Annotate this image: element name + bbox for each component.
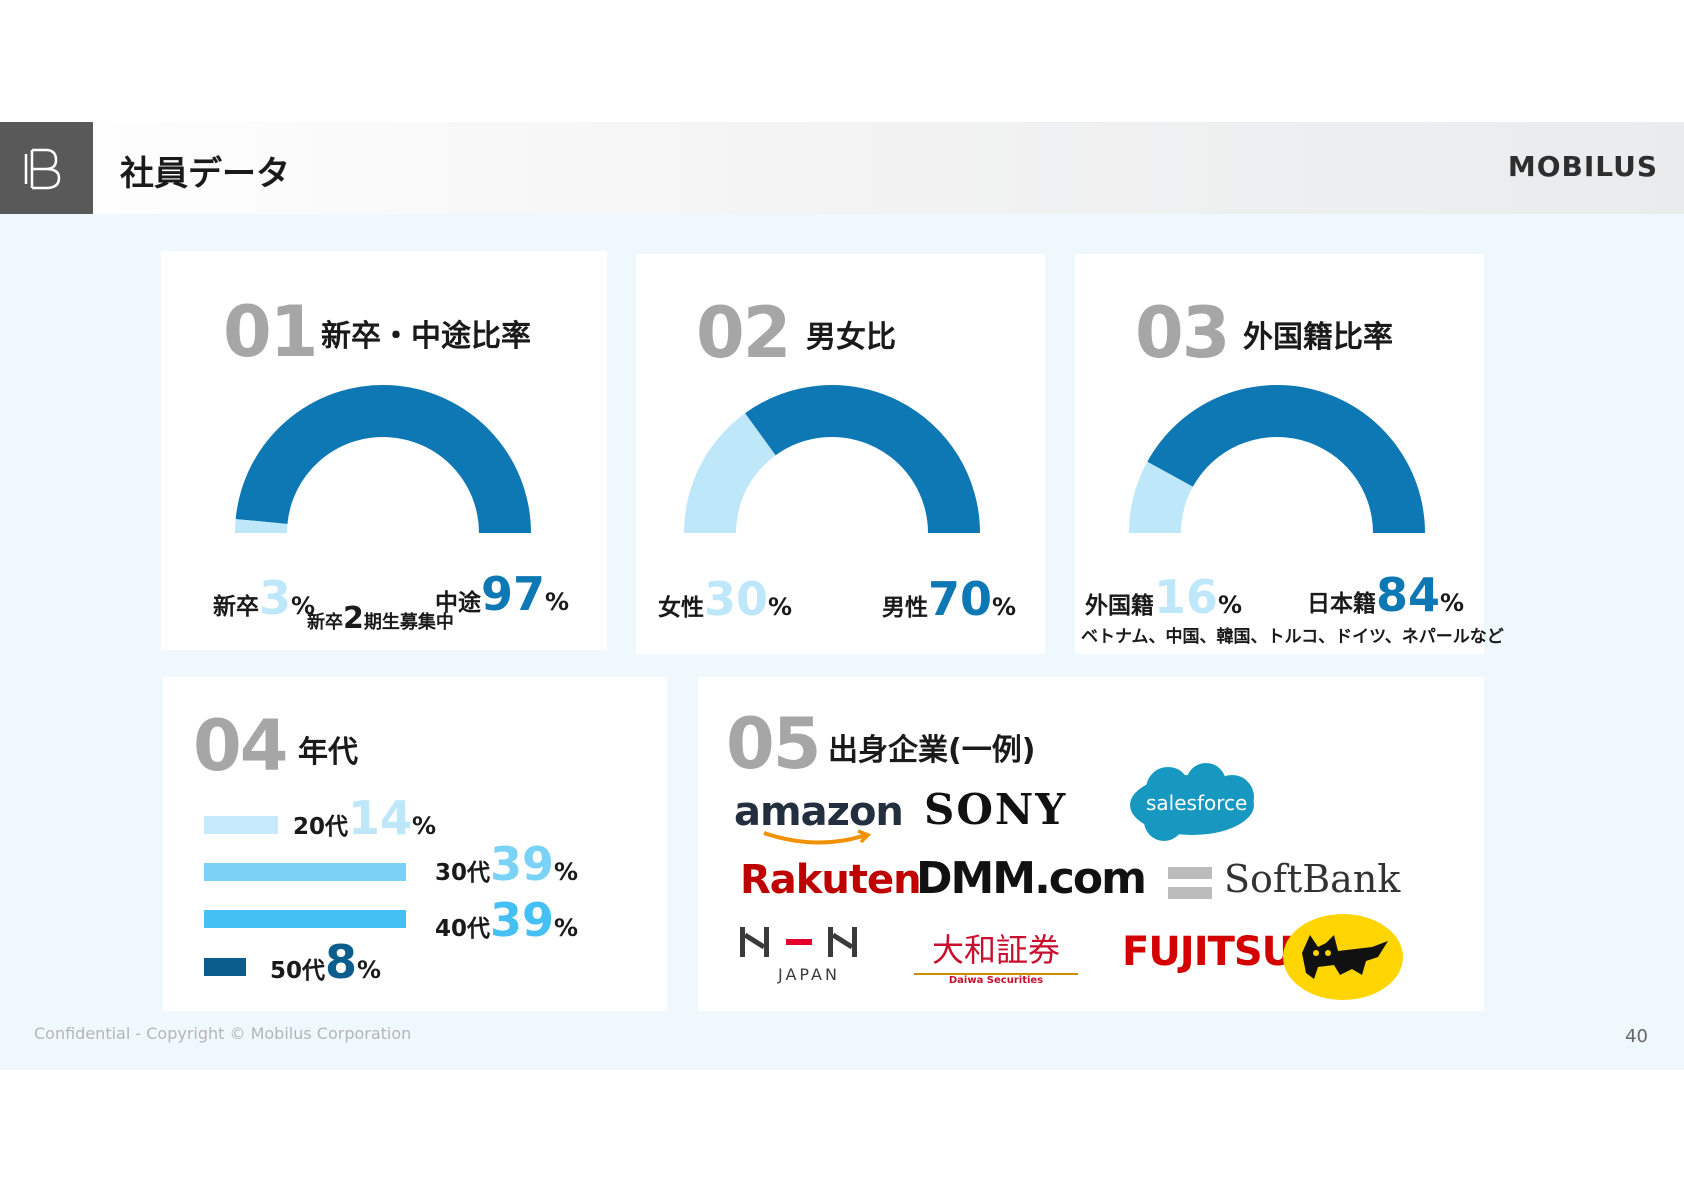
card-age-groups: 04 年代 20代14% 30代39% 40代39% 50代8%: [163, 677, 667, 1011]
arc-male: [745, 385, 980, 533]
fujitsu-logo: FUJITSU: [1122, 929, 1294, 975]
yamato-cat-logo: [1282, 913, 1404, 1005]
card-title: 新卒・中途比率: [321, 319, 531, 354]
foreign-label: 外国籍16%: [1085, 570, 1243, 624]
arc-japanese: [1147, 384, 1425, 533]
card-title: 年代: [298, 735, 358, 770]
bar-20s: [204, 816, 278, 834]
half-donut-chart: [235, 385, 531, 533]
new-grad-label: 新卒3%: [213, 571, 316, 625]
bar-50s: [204, 958, 246, 976]
card-number: 03: [1135, 292, 1230, 374]
sony-logo: SONY: [924, 785, 1068, 834]
japanese-label: 日本籍84%: [1307, 568, 1465, 622]
page-number: 40: [1625, 1026, 1648, 1047]
age-20s-label: 20代14%: [293, 791, 437, 845]
brand-logo: MOBILUS: [1507, 150, 1658, 183]
arc-female: [684, 413, 776, 533]
age-30s-label: 30代39%: [435, 837, 579, 891]
arc-foreign: [1129, 461, 1193, 533]
half-donut-chart: [1129, 384, 1425, 533]
card-title: 外国籍比率: [1243, 320, 1393, 355]
arc-mid-career: [235, 385, 531, 533]
nhn-logo: JAPAN: [738, 925, 888, 987]
card-number: 02: [696, 292, 791, 374]
arc-new-grad: [235, 519, 288, 533]
age-50s-label: 50代8%: [270, 935, 382, 989]
card-title: 出身企業(一例): [828, 733, 1036, 768]
dmm-logo: DMM.com: [916, 853, 1147, 904]
card-foreign-ratio: 03 外国籍比率 外国籍16% 日本籍84% ベトナム、中国、韓国、トルコ、ドイ…: [1075, 254, 1504, 654]
age-40s-label: 40代39%: [435, 893, 579, 947]
card-number: 04: [193, 705, 288, 787]
page-title: 社員データ: [120, 154, 290, 194]
card-former-companies: 05 出身企業(一例) amazon SONY salesforce Rakut…: [698, 677, 1484, 1011]
female-label: 女性30%: [658, 572, 793, 626]
rakuten-logo: Rakuten: [740, 857, 922, 903]
bar-30s: [204, 863, 406, 881]
mid-career-label: 中途97%: [435, 567, 570, 621]
b-logo-icon: [0, 122, 93, 214]
nationality-note: ベトナム、中国、韓国、トルコ、ドイツ、ネパールなど: [1081, 627, 1504, 647]
daiwa-logo: 大和証券 Daiwa Securities: [914, 925, 1078, 986]
card-gender-ratio: 02 男女比 女性30% 男性70%: [636, 254, 1045, 654]
recruiting-note: 新卒2期生募集中: [307, 601, 454, 636]
amazon-logo: amazon: [734, 789, 904, 845]
card-new-grad-ratio: 01 新卒・中途比率 新卒3% 中途97% 新卒2期生募集中: [161, 251, 607, 650]
header-bar: [0, 122, 1684, 214]
card-number: 05: [726, 703, 821, 785]
card-title: 男女比: [806, 320, 896, 355]
salesforce-logo: salesforce: [1128, 763, 1258, 843]
bar-40s: [204, 910, 406, 928]
half-donut-chart: [684, 385, 980, 533]
male-label: 男性70%: [882, 572, 1017, 626]
copyright-footer: Confidential - Copyright © Mobilus Corpo…: [34, 1024, 412, 1043]
card-number: 01: [223, 291, 318, 373]
